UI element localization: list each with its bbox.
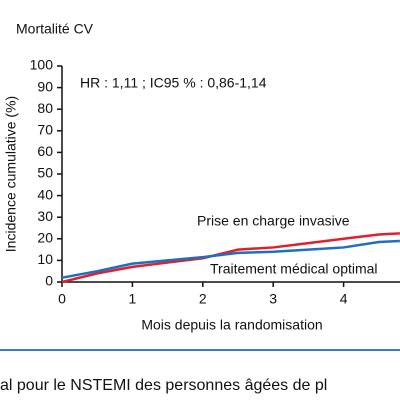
annotation: HR : 1,11 ; IC95 % : 0,86-1,14 (80, 75, 267, 91)
y-tick-label: 50 (37, 165, 53, 181)
series-line (61, 232, 400, 284)
y-tick-label: 10 (37, 251, 53, 267)
x-tick-label: 1 (129, 291, 137, 307)
x-tick-label: 4 (340, 291, 348, 307)
y-tick-label: 80 (37, 100, 53, 116)
series-label: Prise en charge invasive (197, 213, 350, 229)
y-tick-label: 90 (37, 78, 53, 94)
y-tick-label: 40 (37, 186, 53, 202)
y-tick-label: 70 (37, 122, 53, 138)
chart-title: Mortalité CV (16, 21, 94, 37)
x-tick-label: 0 (58, 291, 66, 307)
series-label: Traitement médical optimal (210, 261, 378, 277)
x-tick-label: 3 (269, 291, 277, 307)
y-axis-label: Incidence cumulative (%) (3, 96, 19, 252)
caption: al pour le NSTEMI des personnes âgées de… (0, 377, 327, 394)
series-line (61, 239, 400, 279)
x-axis-label: Mois depuis la randomisation (141, 317, 322, 333)
y-tick-label: 20 (37, 230, 53, 246)
y-tick-label: 60 (37, 143, 53, 159)
y-tick-label: 30 (37, 208, 53, 224)
y-tick-label: 100 (30, 57, 54, 73)
y-tick-label: 0 (45, 273, 53, 289)
x-tick-label: 2 (199, 291, 207, 307)
